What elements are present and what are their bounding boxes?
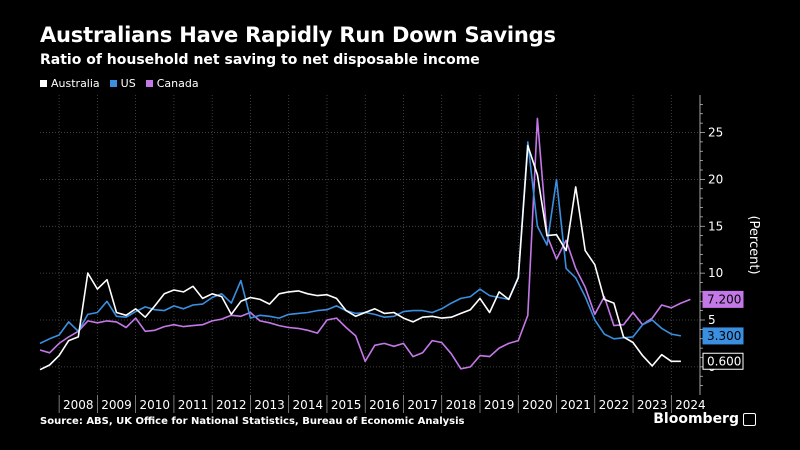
series-line-australia [39, 144, 681, 371]
y-tick-label: 25 [708, 126, 723, 140]
x-tick-label: 2019 [484, 398, 515, 412]
legend-label-canada: Canada [156, 77, 199, 90]
x-tick-label: 2013 [254, 398, 285, 412]
x-tick-label: 2017 [407, 398, 438, 412]
chart-title: Australians Have Rapidly Run Down Saving… [40, 23, 556, 47]
legend-item-us: US [109, 77, 136, 90]
x-tick-label: 2010 [140, 398, 171, 412]
legend-item-canada: Canada [145, 77, 199, 90]
y-tick-label: 20 [708, 172, 723, 186]
source-note: Source: ABS, UK Office for National Stat… [40, 416, 465, 427]
series-line-canada [39, 117, 691, 370]
x-tick-label: 2020 [522, 398, 553, 412]
end-label-box-us [702, 327, 744, 345]
x-tick-label: 2022 [599, 398, 630, 412]
x-tick-label: 2016 [369, 398, 400, 412]
x-tick-label: 2014 [293, 398, 324, 412]
x-tick-label: 2012 [216, 398, 247, 412]
x-tick-label: 2021 [560, 398, 591, 412]
legend-item-australia: Australia [40, 77, 100, 90]
x-tick-label: 2023 [637, 398, 668, 412]
end-label-us: 3.300 [707, 329, 741, 343]
end-label-box-australia [702, 352, 744, 370]
end-label-australia: 0.600 [707, 354, 741, 368]
legend-label-us: US [120, 77, 136, 90]
legend-label-australia: Australia [51, 77, 100, 90]
legend-swatch-australia [40, 80, 47, 87]
brand-logo: Bloomberg [653, 411, 756, 427]
legend-swatch-canada [145, 80, 153, 87]
end-label-canada: 7.200 [707, 292, 741, 306]
x-tick-label: 2011 [178, 398, 209, 412]
x-tick-label: 2015 [331, 398, 362, 412]
y-tick-label: 10 [708, 266, 723, 280]
series-line-us [39, 141, 682, 345]
brand-name: Bloomberg [653, 411, 739, 427]
x-tick-label: 2024 [675, 398, 706, 412]
chart-subtitle: Ratio of household net saving to net dis… [40, 52, 480, 68]
y-tick-label: 15 [708, 219, 723, 233]
x-tick-label: 2008 [63, 398, 94, 412]
legend-swatch-us [109, 80, 117, 87]
y-axis-label: (Percent) [746, 215, 761, 274]
x-tick-label: 2018 [446, 398, 477, 412]
x-tick-label: 2009 [101, 398, 132, 412]
bloomberg-terminal-icon [743, 412, 756, 426]
legend: Australia US Canada [40, 77, 199, 90]
y-tick-label: 5 [708, 313, 716, 327]
end-label-box-canada [702, 290, 744, 308]
